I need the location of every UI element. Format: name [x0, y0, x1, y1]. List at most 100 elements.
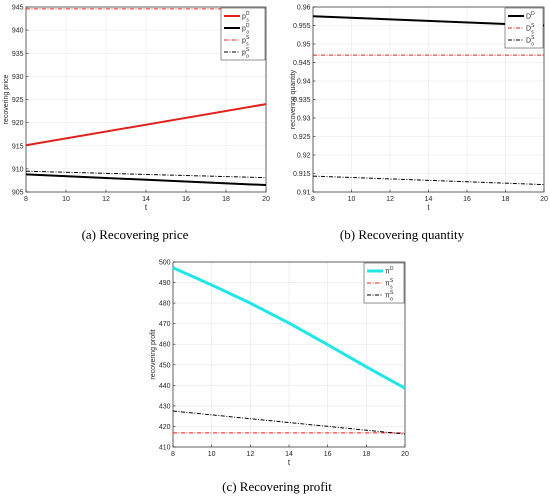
y-tick-label: 925 [12, 97, 24, 104]
legend-subscript: o [246, 30, 249, 36]
y-tick-label: 905 [12, 190, 24, 197]
y-tick-label: 470 [159, 321, 171, 328]
y-tick-label: 0.91 [297, 190, 311, 197]
x-tick-label: 18 [362, 451, 370, 458]
x-tick-label: 20 [401, 451, 409, 458]
y-tick-label: 480 [159, 301, 171, 308]
legend-entry-0: pD s [242, 11, 250, 24]
x-tick-label: 16 [463, 196, 471, 203]
y-tick-label: 920 [12, 120, 24, 127]
legend-symbol: D [526, 14, 531, 21]
y-tick-label: 935 [12, 51, 24, 58]
x-tick-label: 10 [208, 451, 216, 458]
legend-entry-2: DS o [526, 35, 535, 48]
x-tick-label: 8 [171, 451, 175, 458]
legend-superscript: D [246, 11, 250, 17]
legend-superscript: D [531, 11, 535, 17]
legend-symbol: π [385, 269, 390, 276]
legend-subscript: s [246, 18, 249, 24]
y-tick-label: 0.92 [297, 153, 311, 160]
series-line-0 [25, 103, 267, 147]
y-tick-label: 940 [12, 28, 24, 35]
y-tick-label: 0.96 [297, 5, 311, 12]
series-line-3 [25, 170, 267, 179]
y-tick-label: 430 [159, 403, 171, 410]
chart-recovering-profit: 8 10 12 14 16 18 20 410 420 430 440 450 460 470 480 490… [150, 260, 409, 468]
legend-subscript: o [390, 297, 393, 303]
legend-subscript: o [531, 42, 534, 48]
legend-superscript: S [246, 35, 250, 41]
legend-superscript: S [390, 290, 394, 296]
x-tick-label: 18 [222, 196, 230, 203]
y-tick-label: 410 [159, 445, 171, 452]
y-tick-label: 0.955 [293, 23, 311, 30]
y-tick-label: 0.935 [293, 97, 311, 104]
x-tick-label: 12 [386, 196, 394, 203]
y-tick-label: 450 [159, 362, 171, 369]
x-axis-label: t [145, 203, 148, 212]
legend-symbol: p [242, 26, 246, 33]
legend-entry-0: DD [526, 11, 535, 21]
legend-superscript: S [531, 35, 535, 41]
series-line-0 [172, 266, 406, 390]
caption-a: (a) Recovering price [82, 227, 189, 242]
y-tick-label: 440 [159, 383, 171, 390]
y-tick-label: 945 [12, 5, 24, 12]
legend-entry-2: πS o [385, 290, 394, 303]
series-line-2 [172, 410, 406, 435]
y-tick-label: 930 [12, 74, 24, 81]
x-tick-label: 12 [102, 196, 110, 203]
caption-b: (b) Recovering quantity [340, 227, 465, 242]
legend-superscript: D [246, 23, 250, 29]
x-axis-label: t [288, 458, 291, 467]
y-tick-label: 0.93 [297, 116, 311, 123]
y-tick-label: 0.94 [297, 79, 311, 86]
legend-superscript: D [390, 266, 394, 272]
y-tick-label: 910 [12, 166, 24, 173]
legend-entry-2: pS s [242, 35, 250, 48]
x-tick-label: 12 [246, 451, 254, 458]
y-tick-label: 0.915 [293, 171, 311, 178]
x-tick-label: 14 [142, 196, 150, 203]
legend-entry-1: πS s [385, 278, 394, 291]
legend-symbol: p [242, 14, 246, 21]
chart-recovering-quantity: 8 10 12 14 16 18 20 0.91 0.915 0.92 0.925 0.93 0.935… [290, 5, 548, 213]
series-line-2 [312, 175, 545, 186]
x-tick-label: 14 [285, 451, 293, 458]
legend-subscript: s [531, 30, 534, 36]
legend-symbol: D [526, 26, 531, 33]
y-tick-label: 0.945 [293, 60, 311, 67]
y-tick-label: 460 [159, 342, 171, 349]
y-tick-label: 0.925 [293, 134, 311, 141]
x-tick-label: 14 [425, 196, 433, 203]
legend-entry-3: pS o [242, 47, 250, 60]
x-tick-label: 8 [24, 196, 28, 203]
legend-entry-1: pD o [242, 23, 250, 36]
y-tick-label: 420 [159, 424, 171, 431]
x-tick-label: 10 [62, 196, 70, 203]
x-tick-label: 20 [262, 196, 270, 203]
legend-symbol: D [526, 38, 531, 45]
x-tick-label: 20 [540, 196, 548, 203]
x-tick-label: 18 [502, 196, 510, 203]
legend-superscript: S [390, 278, 394, 284]
legend-symbol: π [385, 293, 390, 300]
legend-symbol: π [385, 281, 390, 288]
legend-subscript: s [390, 285, 393, 291]
legend-entry-0: πD [385, 266, 394, 276]
legend-entry-1: DS s [526, 23, 535, 36]
legend-superscript: S [246, 47, 250, 53]
x-tick-label: 8 [311, 196, 315, 203]
legend-subscript: o [246, 54, 249, 60]
x-tick-label: 10 [348, 196, 356, 203]
legend-subscript: s [246, 42, 249, 48]
x-axis-label: t [427, 203, 430, 212]
y-axis-label: recovering price [3, 74, 10, 124]
x-tick-label: 16 [324, 451, 332, 458]
y-tick-label: 500 [159, 260, 171, 267]
caption-c: (c) Recovering profit [222, 479, 332, 494]
y-tick-label: 490 [159, 280, 171, 287]
